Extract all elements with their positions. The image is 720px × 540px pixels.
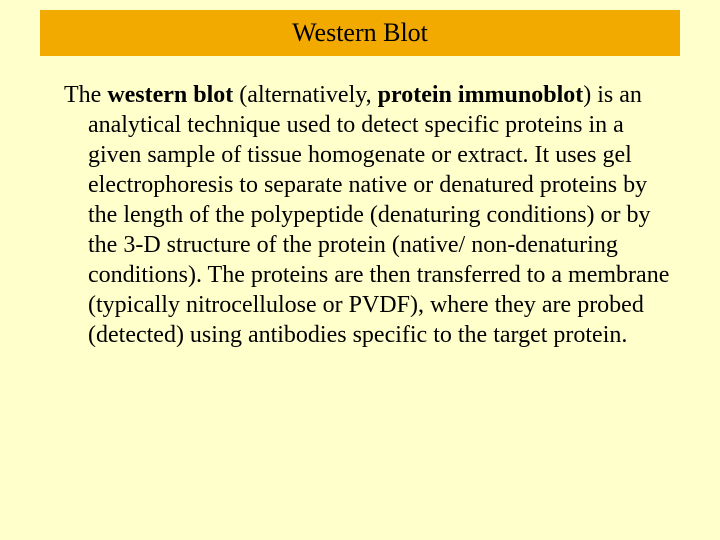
body-lead: The xyxy=(64,82,107,108)
slide-body: The western blot (alternatively, protein… xyxy=(40,80,680,350)
body-rest: ) is an analytical technique used to det… xyxy=(88,82,669,348)
body-term1: western blot xyxy=(107,82,233,108)
slide-title: Western Blot xyxy=(292,18,428,47)
body-mid1: (alternatively, xyxy=(233,82,377,108)
title-bar: Western Blot xyxy=(40,10,680,56)
body-term2: protein immunoblot xyxy=(378,82,584,108)
